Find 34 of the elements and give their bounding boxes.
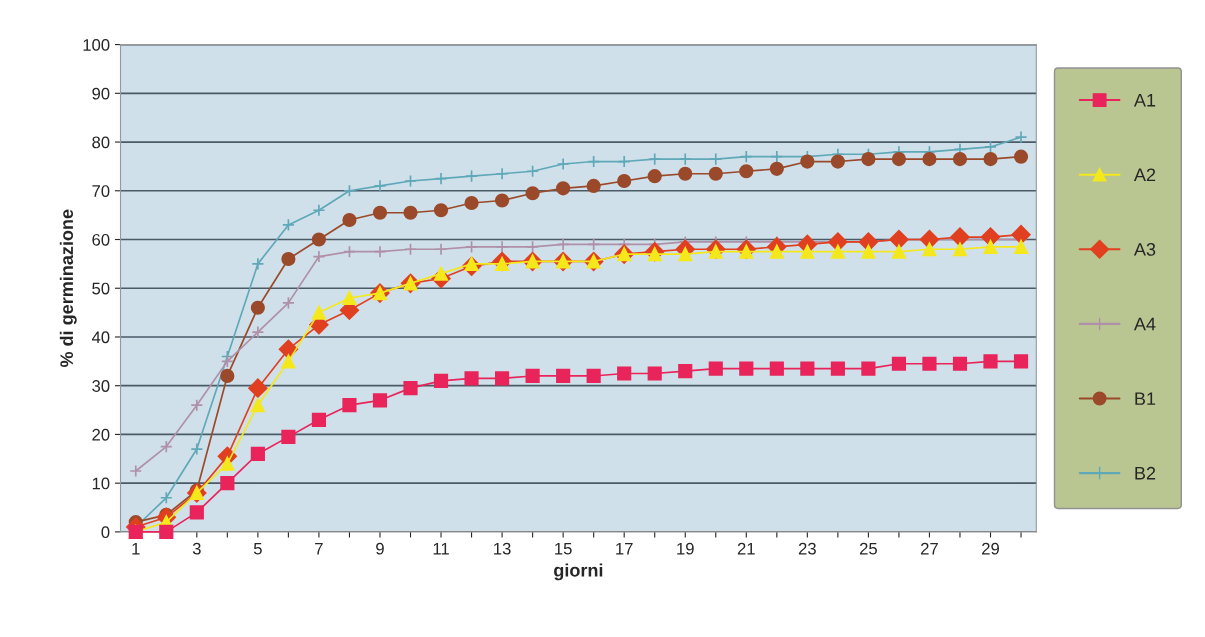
legend-label: B1 [1135, 392, 1156, 405]
x-tick-label: 21 [737, 542, 755, 555]
x-tick-label: 17 [616, 542, 633, 555]
legend-label: B2 [1135, 466, 1156, 480]
x-tick-label: 29 [982, 542, 999, 555]
y-tick-label: 50 [92, 282, 110, 295]
x-tick-label: 15 [555, 542, 572, 555]
y-tick-label: 70 [92, 185, 110, 197]
x-tick-label: 3 [192, 542, 201, 555]
y-tick-label: 60 [92, 233, 110, 246]
y-tick-label: 30 [92, 380, 110, 392]
legend-label: A2 [1133, 168, 1156, 181]
y-axis-title: % di germinazione [59, 209, 77, 368]
y-tick-label: 80 [92, 136, 110, 149]
y-tick-label: 20 [92, 428, 110, 441]
x-tick-label: 5 [253, 542, 262, 555]
legend-label: A3 [1133, 243, 1156, 256]
legend-label: A4 [1133, 317, 1156, 331]
x-tick-label: 1 [132, 542, 140, 555]
x-axis-title: giorni [554, 563, 603, 581]
x-tick-label: 27 [921, 542, 938, 555]
x-tick-label: 7 [315, 542, 323, 555]
y-tick-label: 100 [83, 38, 110, 51]
y-tick-label: 40 [91, 331, 110, 344]
y-tick-label: 10 [92, 477, 110, 490]
x-tick-label: 25 [859, 542, 877, 555]
x-tick-label: 11 [433, 542, 449, 555]
x-tick-label: 9 [376, 542, 384, 555]
x-tick-label: 19 [677, 542, 694, 555]
x-tick-label: 23 [798, 542, 816, 555]
x-tick-label: 13 [494, 542, 511, 555]
legend-label: A1 [1133, 93, 1156, 107]
y-tick-label: 0 [101, 526, 110, 539]
y-tick-label: 90 [92, 87, 110, 100]
